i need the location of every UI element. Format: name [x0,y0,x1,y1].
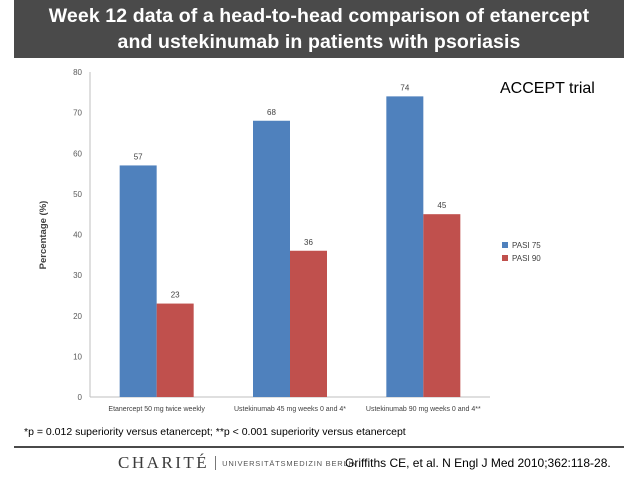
y-tick-label: 80 [73,68,82,77]
data-label: 45 [437,201,446,210]
data-label: 23 [171,291,180,300]
y-tick-label: 40 [73,231,82,240]
x-tick-labels: Etanercept 50 mg twice weekly Ustekinumab… [108,406,481,413]
footer-divider [14,446,624,448]
legend-swatch [502,255,508,261]
y-tick-label: 30 [73,271,82,280]
data-label: 57 [134,152,143,161]
y-tick-label: 0 [78,393,83,402]
slide-title-line-1: Week 12 data of a head-to-head compariso… [48,5,590,27]
logo-wordmark: CHARITÉ [118,453,210,472]
legend: PASI 75 PASI 90 [502,241,541,263]
bar [290,250,327,397]
data-label: 36 [304,238,313,247]
bar [386,96,424,397]
bar [253,120,290,397]
y-tick-label: 10 [73,352,82,361]
bar-chart: 0 10 20 30 40 50 60 70 80 57 23 68 36 74 45 Etanercep… [38,68,541,413]
slide-title-line-2: and ustekinumab in patients with psorias… [117,31,521,53]
y-axis-label: Percentage (%) [38,201,49,270]
legend-swatch [502,242,508,248]
charite-logo: CHARITÉ UNIVERSITÄTSMEDIZIN BERLIN [118,453,358,472]
data-label: 68 [267,108,276,117]
footnote: *p = 0.012 superiority versus etanercept… [24,426,406,438]
x-tick-label: Ustekinumab 90 mg weeks 0 and 4** [366,406,481,413]
bar [423,214,461,397]
bar [156,303,194,397]
logo-subtext: UNIVERSITÄTSMEDIZIN BERLIN [222,458,358,468]
citation: Griffiths CE, et al. N Engl J Med 2010;3… [345,456,611,470]
y-tick-label: 60 [73,149,82,158]
logo-divider [215,456,217,470]
bars: 57 23 68 36 74 45 [119,83,461,397]
x-tick-label: Ustekinumab 45 mg weeks 0 and 4* [234,406,346,413]
bar [119,165,157,397]
legend-label: PASI 75 [512,241,541,250]
trial-subtitle: ACCEPT trial [500,80,595,97]
y-tick-label: 50 [73,190,82,199]
y-tick-label: 70 [73,109,82,118]
x-tick-label: Etanercept 50 mg twice weekly [108,406,205,413]
y-tick-labels: 0 10 20 30 40 50 60 70 80 [73,68,82,402]
data-label: 74 [400,83,409,92]
legend-label: PASI 90 [512,254,541,263]
slide-title: Week 12 data of a head-to-head compariso… [14,0,624,58]
y-tick-label: 20 [73,312,82,321]
